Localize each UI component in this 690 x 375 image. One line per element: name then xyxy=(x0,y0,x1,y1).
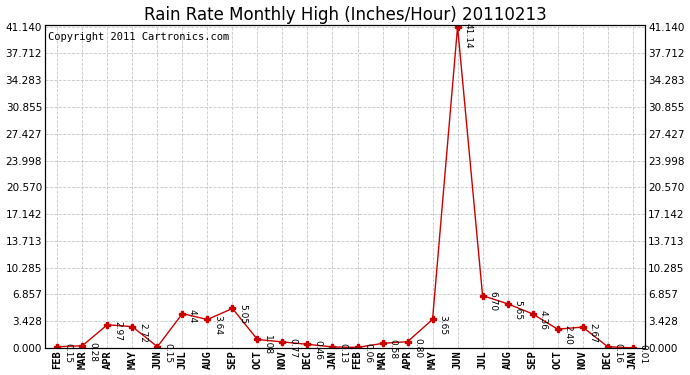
Text: Copyright 2011 Cartronics.com: Copyright 2011 Cartronics.com xyxy=(48,32,229,42)
Text: 0.58: 0.58 xyxy=(388,339,397,359)
Text: 2.40: 2.40 xyxy=(563,325,572,345)
Text: 5.65: 5.65 xyxy=(513,300,522,320)
Text: 6.70: 6.70 xyxy=(488,291,497,312)
Text: 1.08: 1.08 xyxy=(263,335,272,356)
Text: 3.65: 3.65 xyxy=(438,315,447,335)
Text: 3.64: 3.64 xyxy=(213,315,222,335)
Text: 2.72: 2.72 xyxy=(138,322,147,342)
Title: Rain Rate Monthly High (Inches/Hour) 20110213: Rain Rate Monthly High (Inches/Hour) 201… xyxy=(144,6,546,24)
Text: 2.97: 2.97 xyxy=(113,321,122,340)
Text: 2.67: 2.67 xyxy=(588,323,597,343)
Text: 4.4: 4.4 xyxy=(188,309,197,324)
Text: 0.16: 0.16 xyxy=(613,342,622,363)
Text: 4.36: 4.36 xyxy=(538,310,547,330)
Text: 0.01: 0.01 xyxy=(638,344,647,364)
Text: 0.15: 0.15 xyxy=(163,343,172,363)
Text: 0.46: 0.46 xyxy=(313,340,322,360)
Text: 0.80: 0.80 xyxy=(413,338,422,358)
Text: 0.28: 0.28 xyxy=(88,342,97,362)
Text: 5.05: 5.05 xyxy=(238,304,247,324)
Text: 41.14: 41.14 xyxy=(463,22,472,48)
Text: 0.15: 0.15 xyxy=(63,343,72,363)
Text: 0.13: 0.13 xyxy=(338,343,347,363)
Text: 0.77: 0.77 xyxy=(288,338,297,358)
Text: 0.06: 0.06 xyxy=(363,343,372,363)
